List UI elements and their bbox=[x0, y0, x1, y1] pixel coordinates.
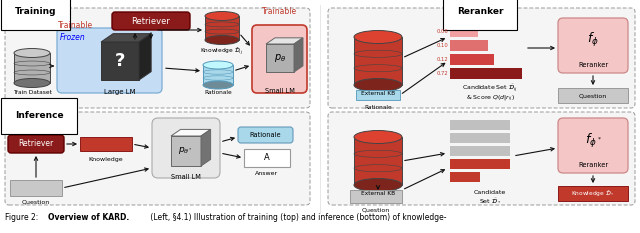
FancyBboxPatch shape bbox=[252, 25, 307, 93]
FancyBboxPatch shape bbox=[112, 12, 190, 30]
Polygon shape bbox=[139, 34, 151, 80]
Bar bbox=[101, 42, 139, 80]
Polygon shape bbox=[101, 34, 151, 42]
Text: Figure 2:: Figure 2: bbox=[5, 213, 40, 223]
Bar bbox=[450, 172, 480, 182]
Polygon shape bbox=[294, 38, 303, 72]
Text: Train Dataset: Train Dataset bbox=[13, 90, 51, 95]
Text: $f_{\phi^*}$: $f_{\phi^*}$ bbox=[584, 132, 602, 150]
Text: Rationale: Rationale bbox=[364, 105, 392, 110]
Text: $f_\phi$: $f_\phi$ bbox=[587, 31, 599, 49]
Text: Answer: Answer bbox=[255, 171, 278, 176]
Bar bbox=[354, 137, 402, 185]
Text: Set $\tilde{\mathcal{D}}_*$: Set $\tilde{\mathcal{D}}_*$ bbox=[479, 197, 501, 205]
FancyBboxPatch shape bbox=[57, 28, 162, 93]
Text: 0.72: 0.72 bbox=[436, 71, 448, 76]
Text: $p_\theta$: $p_\theta$ bbox=[274, 52, 286, 64]
Text: Retriever: Retriever bbox=[132, 17, 170, 25]
Text: Candidate: Candidate bbox=[474, 191, 506, 195]
Text: Question: Question bbox=[362, 208, 390, 213]
Bar bbox=[356, 90, 400, 100]
FancyBboxPatch shape bbox=[8, 135, 64, 153]
Bar bbox=[244, 149, 290, 167]
FancyBboxPatch shape bbox=[5, 112, 310, 205]
Bar bbox=[203, 65, 233, 85]
Text: External KB: External KB bbox=[361, 191, 395, 196]
Ellipse shape bbox=[14, 79, 50, 88]
Text: Question: Question bbox=[579, 93, 607, 99]
Text: Inference: Inference bbox=[15, 112, 63, 120]
Text: Question: Question bbox=[22, 200, 50, 205]
Ellipse shape bbox=[205, 35, 239, 45]
Ellipse shape bbox=[205, 11, 239, 21]
Text: Retriever: Retriever bbox=[19, 140, 54, 148]
Bar bbox=[558, 186, 628, 201]
Text: 0.06: 0.06 bbox=[436, 29, 448, 34]
Bar bbox=[450, 133, 510, 143]
Ellipse shape bbox=[203, 61, 233, 69]
Text: Knowledge: Knowledge bbox=[89, 157, 124, 162]
Text: $p_{\theta^*}$: $p_{\theta^*}$ bbox=[179, 145, 193, 157]
Bar bbox=[450, 146, 510, 156]
Text: Small LM: Small LM bbox=[265, 88, 295, 94]
Text: Trainable: Trainable bbox=[262, 7, 298, 16]
Bar bbox=[205, 16, 239, 40]
Ellipse shape bbox=[203, 81, 233, 89]
Text: & Score $Q(d|r_{ij})$: & Score $Q(d|r_{ij})$ bbox=[465, 93, 515, 103]
Text: Reranker: Reranker bbox=[457, 7, 503, 17]
Text: Overview of KARD.: Overview of KARD. bbox=[48, 213, 129, 223]
Bar bbox=[450, 120, 510, 130]
Text: Frozen: Frozen bbox=[60, 34, 86, 42]
Bar bbox=[171, 136, 201, 166]
Bar bbox=[350, 190, 402, 203]
Text: Training: Training bbox=[15, 7, 56, 17]
FancyBboxPatch shape bbox=[328, 112, 635, 205]
Bar bbox=[10, 180, 62, 196]
Polygon shape bbox=[201, 129, 211, 166]
Text: External KB: External KB bbox=[361, 91, 395, 96]
Bar bbox=[450, 54, 494, 65]
FancyBboxPatch shape bbox=[558, 18, 628, 73]
Text: Reranker: Reranker bbox=[578, 162, 608, 168]
FancyBboxPatch shape bbox=[152, 118, 220, 178]
Ellipse shape bbox=[354, 130, 402, 144]
Bar bbox=[266, 44, 294, 72]
Text: Reranker: Reranker bbox=[578, 62, 608, 68]
Text: Small LM: Small LM bbox=[171, 174, 201, 180]
FancyBboxPatch shape bbox=[328, 8, 635, 108]
Polygon shape bbox=[171, 129, 211, 136]
Ellipse shape bbox=[354, 79, 402, 92]
Ellipse shape bbox=[354, 178, 402, 192]
Bar bbox=[354, 37, 402, 85]
Text: Trainable: Trainable bbox=[58, 21, 93, 30]
FancyBboxPatch shape bbox=[5, 8, 310, 108]
Polygon shape bbox=[266, 38, 303, 44]
Text: Rationale: Rationale bbox=[249, 132, 281, 138]
Text: 0.12: 0.12 bbox=[436, 57, 448, 62]
Bar bbox=[450, 68, 522, 79]
Ellipse shape bbox=[14, 48, 50, 58]
Bar bbox=[450, 40, 488, 51]
Text: 0.10: 0.10 bbox=[436, 43, 448, 48]
Bar bbox=[450, 26, 478, 37]
Bar bbox=[80, 137, 132, 151]
Text: Knowledge $\hat{\mathcal{D}}_*$: Knowledge $\hat{\mathcal{D}}_*$ bbox=[571, 189, 615, 199]
Text: Rationale: Rationale bbox=[204, 90, 232, 95]
Bar bbox=[14, 53, 50, 83]
Text: Knowledge $\hat{\mathcal{D}}_{ij}$: Knowledge $\hat{\mathcal{D}}_{ij}$ bbox=[200, 45, 244, 57]
Text: ?: ? bbox=[115, 52, 125, 70]
Text: A: A bbox=[264, 154, 270, 162]
Text: (Left, §4.1) Illustration of training (top) and inference (bottom) of knowledge-: (Left, §4.1) Illustration of training (t… bbox=[148, 213, 447, 223]
Bar bbox=[558, 88, 628, 103]
FancyBboxPatch shape bbox=[558, 118, 628, 173]
Bar bbox=[450, 159, 510, 169]
FancyBboxPatch shape bbox=[238, 127, 293, 143]
Text: Candidate Set $\tilde{\mathcal{D}}_{ij}$: Candidate Set $\tilde{\mathcal{D}}_{ij}$ bbox=[462, 82, 518, 94]
Text: Large LM: Large LM bbox=[104, 89, 136, 95]
Ellipse shape bbox=[354, 31, 402, 44]
